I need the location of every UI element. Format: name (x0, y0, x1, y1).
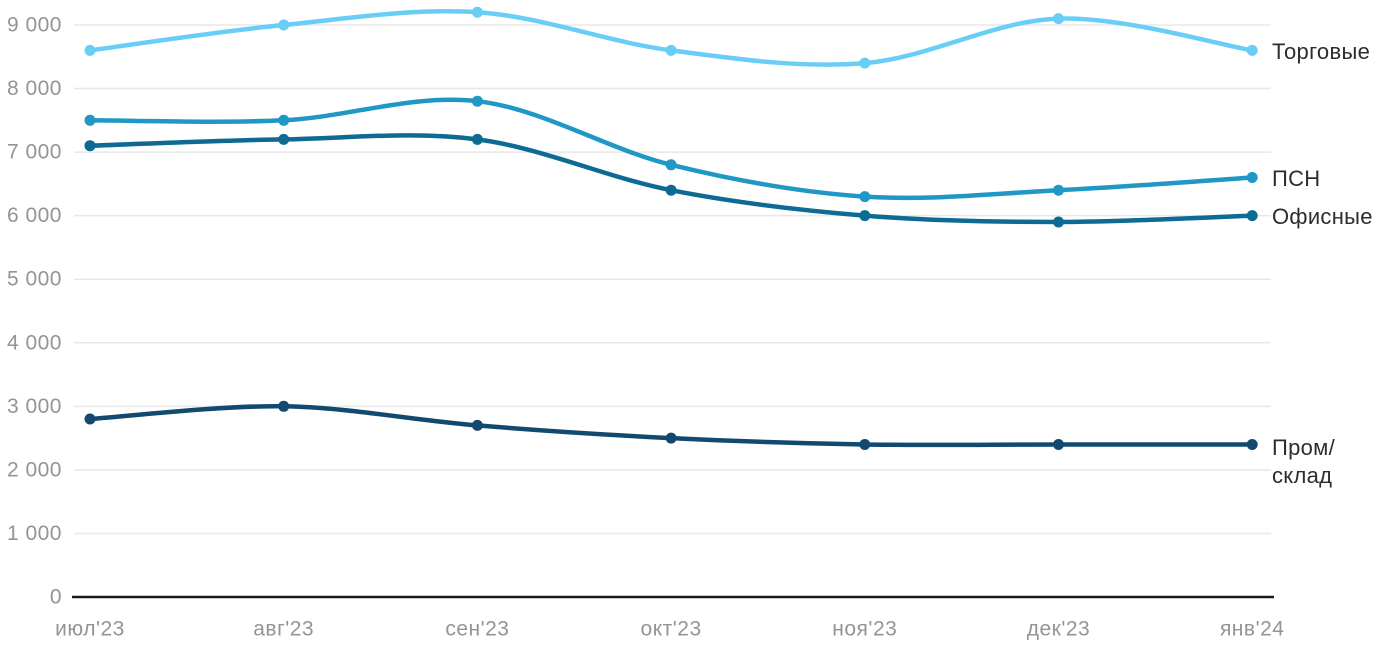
x-axis-tick-label: окт'23 (641, 618, 702, 641)
data-point-Офисные[interactable] (84, 140, 96, 152)
y-axis-tick-label: 9 000 (7, 13, 62, 36)
x-axis-tick-label: авг'23 (253, 618, 314, 641)
series-label-Торговые: Торговые (1272, 39, 1370, 64)
data-point-Офисные[interactable] (1246, 210, 1258, 222)
y-axis-tick-label: 5 000 (7, 268, 62, 291)
series-line-3 (87, 133, 1255, 225)
data-point-Пром/склад[interactable] (84, 413, 96, 425)
data-point-Торговые[interactable] (859, 57, 871, 69)
data-point-ПСН[interactable] (84, 114, 96, 126)
data-point-ПСН[interactable] (665, 159, 677, 171)
series-label-Офисные: Офисные (1272, 204, 1373, 229)
y-axis-tick-label: 2 000 (7, 458, 62, 481)
x-axis-tick-label: июл'23 (55, 618, 125, 641)
y-axis-tick-label: 6 000 (7, 204, 62, 227)
data-point-Офисные[interactable] (859, 210, 871, 222)
x-axis-tick-label: дек'23 (1027, 618, 1091, 641)
data-point-Торговые[interactable] (1246, 44, 1258, 56)
series-label-Пром/склад: Пром/ (1272, 435, 1336, 460)
y-axis-tick-label: 8 000 (7, 77, 62, 100)
data-point-Офисные[interactable] (665, 184, 677, 196)
data-point-ПСН[interactable] (859, 191, 871, 203)
series-line-1 (87, 9, 1255, 67)
data-point-Пром/склад[interactable] (1053, 439, 1064, 450)
data-point-Торговые[interactable] (471, 6, 483, 18)
data-point-Офисные[interactable] (278, 133, 290, 145)
data-point-Офисные[interactable] (471, 133, 483, 145)
y-axis-tick-label: 3 000 (7, 395, 62, 418)
data-point-ПСН[interactable] (471, 95, 483, 107)
data-point-ПСН[interactable] (278, 114, 290, 126)
data-point-Торговые[interactable] (1053, 13, 1064, 25)
data-point-Торговые[interactable] (665, 44, 677, 56)
x-axis-tick-label: сен'23 (445, 618, 509, 641)
data-point-Офисные[interactable] (1053, 216, 1064, 228)
data-point-Торговые[interactable] (278, 19, 290, 31)
series-label-ПСН: ПСН (1272, 166, 1321, 191)
y-axis-tick-label: 0 (50, 586, 62, 609)
data-point-Пром/склад[interactable] (859, 439, 871, 450)
data-point-Торговые[interactable] (84, 44, 96, 56)
data-point-Пром/склад[interactable] (471, 419, 483, 431)
y-axis-tick-label: 7 000 (7, 141, 62, 164)
data-point-Пром/склад[interactable] (665, 432, 677, 444)
y-axis-tick-label: 4 000 (7, 331, 62, 354)
data-point-ПСН[interactable] (1053, 184, 1064, 196)
x-axis-tick-label: янв'24 (1220, 618, 1285, 641)
x-axis-tick-label: ноя'23 (832, 618, 897, 641)
data-point-ПСН[interactable] (1246, 172, 1258, 183)
series-label-Пром/склад: склад (1272, 463, 1332, 488)
data-point-Пром/склад[interactable] (1246, 439, 1258, 450)
data-point-Пром/склад[interactable] (278, 400, 290, 412)
y-axis-tick-label: 1 000 (7, 522, 62, 545)
series-line-2 (87, 97, 1255, 201)
